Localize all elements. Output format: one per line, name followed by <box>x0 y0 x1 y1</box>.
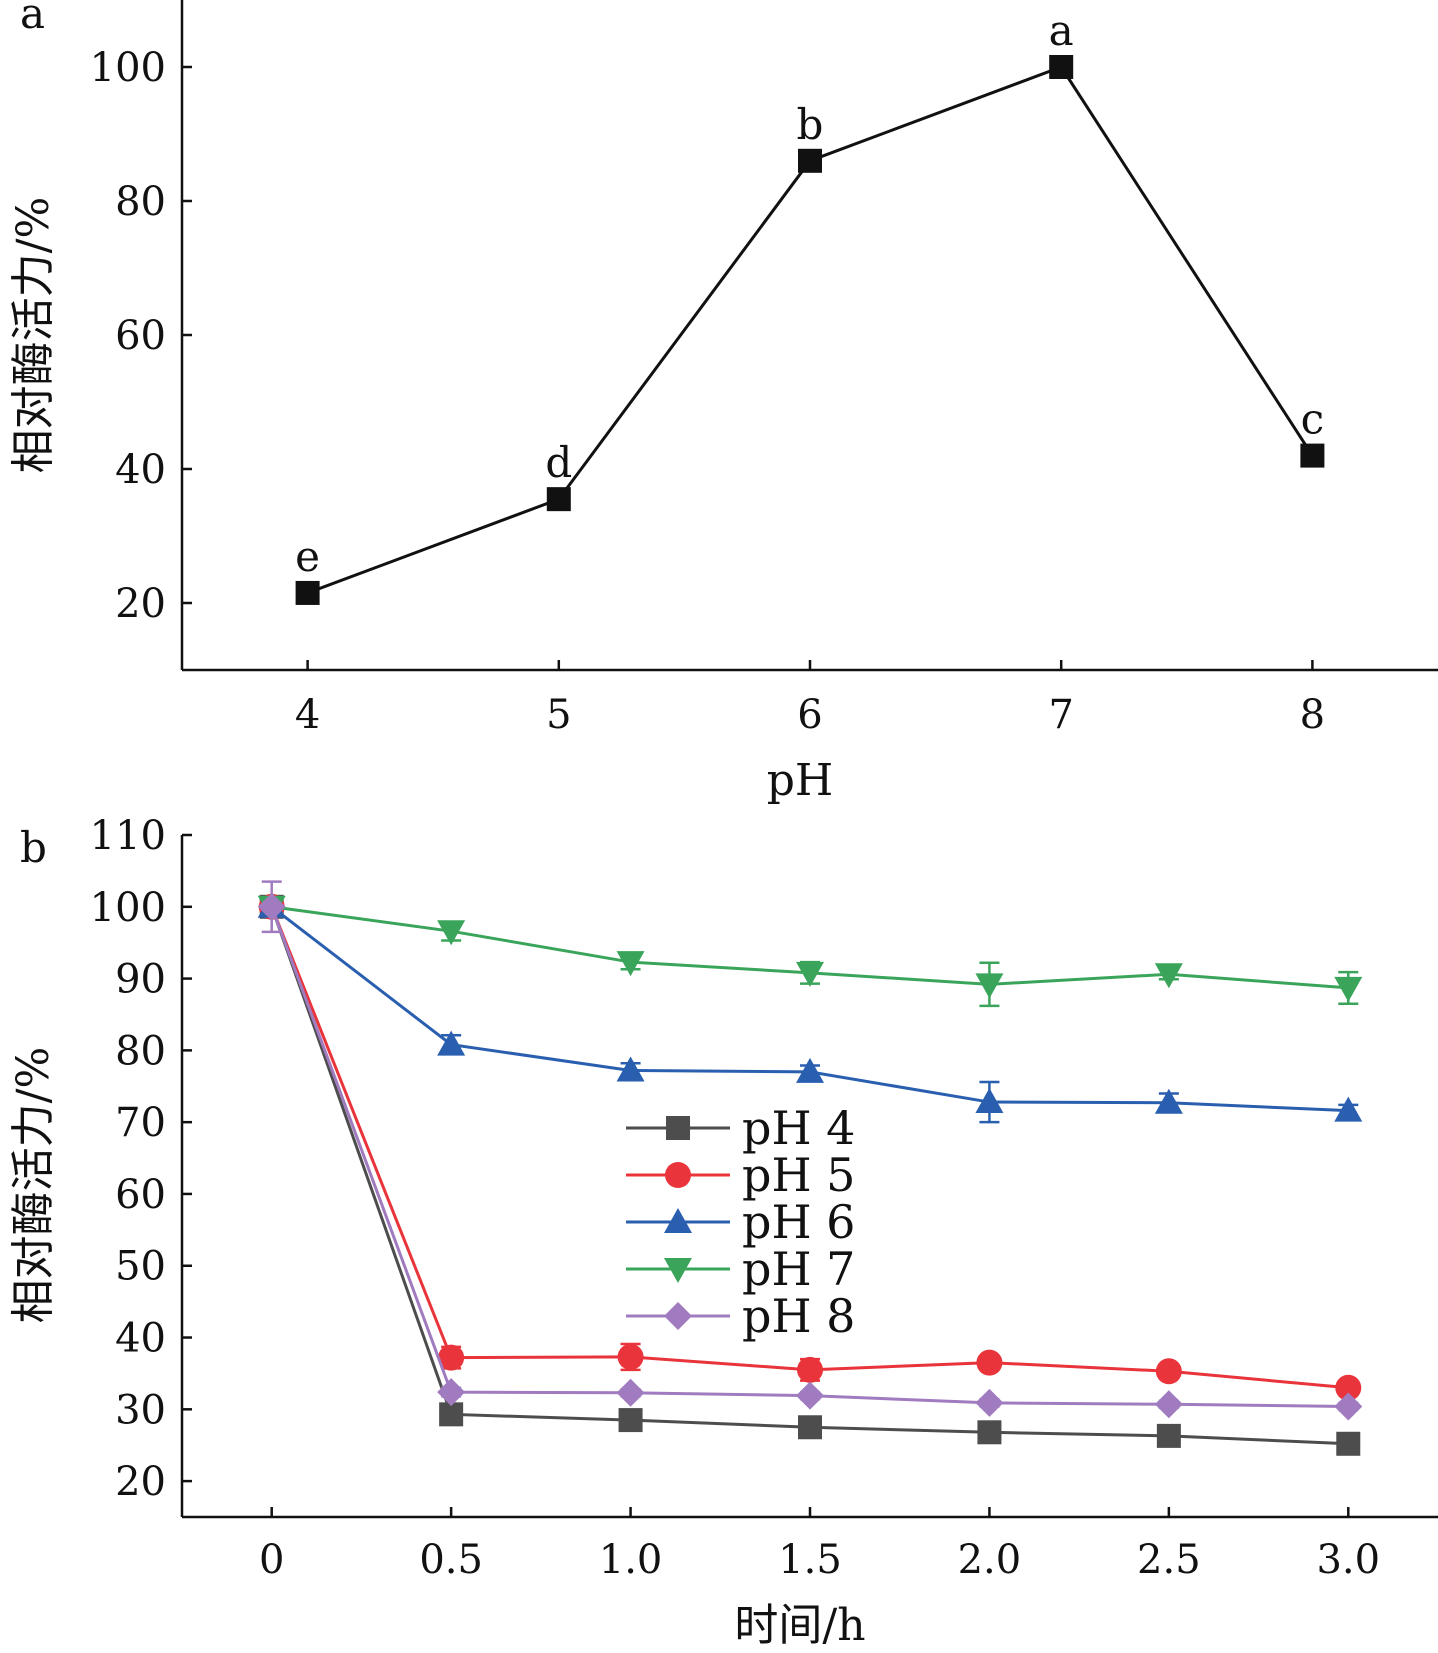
y-tick-label: 50 <box>115 1244 166 1290</box>
y-tick-label: 60 <box>115 1172 166 1218</box>
x-tick-label: 1.0 <box>599 1537 663 1583</box>
data-point <box>437 920 466 946</box>
x-tick-label: 3.0 <box>1316 1537 1380 1583</box>
x-tick-label: 2.5 <box>1137 1537 1201 1583</box>
y-tick-label: 40 <box>115 1316 166 1362</box>
legend-marker <box>664 1208 692 1233</box>
legend-marker <box>664 1302 692 1330</box>
panel-label: a <box>20 0 45 38</box>
data-point <box>1155 1358 1182 1385</box>
legend-label: pH 8 <box>742 1289 855 1343</box>
x-tick-label: 2.0 <box>958 1537 1022 1583</box>
y-tick-label: 40 <box>115 447 166 493</box>
data-point <box>977 1420 1002 1445</box>
y-tick-label: 110 <box>90 813 166 859</box>
data-point <box>1334 976 1363 1002</box>
data-point <box>975 973 1004 999</box>
data-point <box>1334 1392 1363 1421</box>
data-point <box>439 1402 464 1427</box>
series-4 <box>257 880 1363 1421</box>
legend: pH 4pH 5pH 6pH 7pH 8 <box>626 1101 855 1343</box>
data-point <box>796 1057 824 1083</box>
legend-marker <box>666 1116 690 1140</box>
data-point <box>437 1378 466 1407</box>
y-axis-title: 相对酶活力/% <box>8 197 59 474</box>
data-point <box>975 1088 1004 1114</box>
series-1 <box>258 893 1362 1401</box>
legend-marker <box>665 1162 691 1188</box>
x-tick-label: 6 <box>797 692 822 738</box>
x-tick-label: 0.5 <box>419 1537 483 1583</box>
point-label: e <box>295 532 320 581</box>
legend-label: pH 7 <box>742 1242 855 1296</box>
data-point <box>617 1343 644 1370</box>
legend-label: pH 6 <box>742 1195 855 1249</box>
data-point <box>1154 963 1183 989</box>
x-axis-title: 时间/h <box>734 1600 865 1651</box>
x-tick-label: 8 <box>1300 692 1325 738</box>
data-point <box>437 1030 466 1056</box>
data-point <box>616 951 645 977</box>
y-tick-label: 90 <box>115 957 166 1003</box>
y-tick-label: 80 <box>115 1028 166 1074</box>
data-point <box>618 1408 643 1433</box>
x-tick-label: 4 <box>295 692 320 738</box>
data-point <box>1049 55 1074 79</box>
data-point <box>1154 1390 1183 1419</box>
data-point <box>975 1388 1004 1417</box>
data-point <box>546 487 571 512</box>
y-tick-label: 60 <box>115 313 166 359</box>
point-label: d <box>545 438 572 487</box>
point-label: a <box>1049 6 1074 55</box>
point-label: c <box>1301 395 1325 444</box>
panel-label: b <box>20 823 47 872</box>
data-point <box>797 1356 823 1383</box>
series-0 <box>295 55 1325 605</box>
y-tick-label: 20 <box>115 1459 166 1505</box>
data-point <box>1335 1374 1362 1401</box>
data-point <box>1300 443 1325 468</box>
x-tick-label: 7 <box>1048 692 1073 738</box>
panel-b-chart: 20 30 40 50 60 70 80 90 100 110 0 0.5 1.0 1.5 2.0 2.5 3.… <box>8 813 1438 1651</box>
legend-label: pH 5 <box>742 1148 855 1202</box>
y-tick-label: 20 <box>115 581 166 627</box>
y-tick-label: 70 <box>115 1100 166 1146</box>
legend-marker <box>664 1258 692 1283</box>
y-tick-label: 80 <box>115 179 166 225</box>
data-point <box>798 1415 822 1440</box>
data-point <box>796 1381 824 1410</box>
data-point <box>616 1378 645 1407</box>
data-point <box>616 1056 645 1082</box>
x-tick-label: 5 <box>546 692 571 738</box>
y-tick-label: 100 <box>90 885 166 931</box>
data-point <box>295 580 320 605</box>
data-point <box>1334 1096 1363 1122</box>
y-axis-title: 相对酶活力/% <box>8 1047 59 1324</box>
data-point <box>798 148 822 173</box>
data-point <box>1336 1431 1361 1456</box>
series-3 <box>257 895 1363 1008</box>
legend-label: pH 4 <box>742 1101 855 1155</box>
x-tick-label: 0 <box>259 1537 284 1583</box>
data-point <box>976 1349 1003 1376</box>
x-tick-label: 1.5 <box>778 1537 842 1583</box>
data-point <box>1156 1423 1181 1448</box>
y-tick-label: 30 <box>115 1387 166 1433</box>
series-2 <box>257 892 1363 1124</box>
data-point <box>257 892 286 921</box>
data-point <box>796 961 824 987</box>
data-point <box>1154 1088 1183 1114</box>
panel-a-chart: 20 40 60 80 100 4 5 6 7 8 pH 相对酶活力/% a e d b a c <box>8 0 1438 806</box>
y-tick-label: 100 <box>90 45 166 91</box>
data-point <box>438 1344 465 1371</box>
point-label: b <box>797 100 824 149</box>
x-axis-title: pH <box>767 755 834 806</box>
